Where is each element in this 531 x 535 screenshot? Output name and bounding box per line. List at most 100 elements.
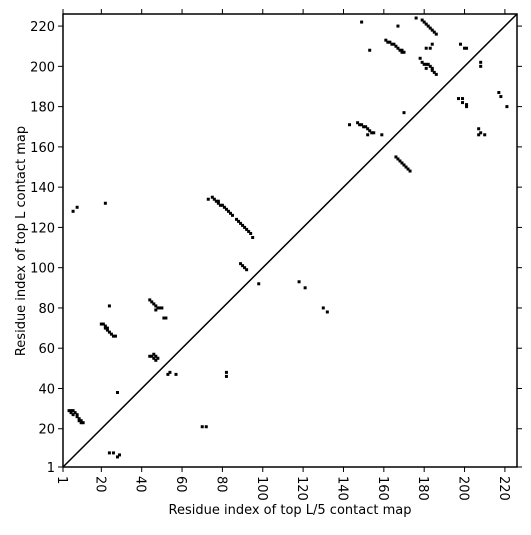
contact-point [235,217,239,221]
y-tick-label: 180 [30,101,55,116]
contact-point [396,24,400,28]
contact-point [424,46,428,50]
contact-point [426,62,430,66]
contact-point [69,411,73,415]
contact-point [73,411,77,415]
contact-point [243,266,247,270]
contact-point [400,161,404,165]
contact-point [370,131,374,135]
contact-point [396,157,400,161]
contact-point [111,451,115,455]
contact-point [115,455,119,459]
contact-point [81,421,85,425]
x-tick-label: 200 [456,476,471,501]
contact-point [364,125,368,129]
contact-point [206,197,210,201]
contact-point [368,129,372,133]
contact-point [297,280,301,284]
x-tick-label: 60 [173,476,188,493]
x-tick-label: 40 [133,476,148,493]
contact-point [162,316,166,320]
contact-point [461,101,465,105]
contact-point [479,131,483,135]
contact-point [69,409,73,413]
contact-point [75,415,79,419]
contact-point [380,133,384,137]
contact-point [402,111,406,115]
contact-point [366,133,370,137]
contact-point [79,419,83,423]
contact-point [424,66,428,70]
contact-point [406,167,410,171]
contact-point [103,324,107,328]
contact-point [321,306,325,310]
contact-point [348,123,352,127]
contact-point [150,300,154,304]
contact-point [220,203,224,207]
y-tick-label: 160 [30,141,55,156]
x-tick-label: 120 [294,476,309,501]
contact-point [154,354,158,358]
contact-point [422,62,426,66]
contact-point [150,354,154,358]
contact-point [75,205,79,209]
contact-point [222,205,226,209]
contact-point [154,304,158,308]
contact-point [356,121,360,125]
y-tick-label: 100 [30,262,55,277]
y-tick-label: 220 [30,20,55,35]
contact-point [249,231,253,235]
contact-point [107,330,111,334]
contact-point [418,56,422,60]
x-tick-label: 220 [496,476,511,501]
contact-point [432,30,436,34]
contact-point [156,306,160,310]
contact-point [158,306,162,310]
x-tick-label: 1 [54,476,69,484]
contact-point [325,310,329,314]
contact-point [422,20,426,24]
x-tick-label: 140 [334,476,349,501]
contact-point [477,133,481,137]
contact-point [362,125,366,129]
contact-point [424,22,428,26]
contact-point [386,40,390,44]
contact-point [77,419,81,423]
contact-point [483,133,487,137]
contact-point [241,264,245,268]
contact-point [497,91,501,95]
contact-point [432,70,436,74]
contact-point [168,370,172,374]
contact-point [426,24,430,28]
y-tick-label: 200 [30,60,55,75]
contact-point [230,213,234,217]
contact-point [303,286,307,290]
plot-frame [62,13,518,468]
contact-point [103,326,107,330]
contact-point [434,32,438,36]
contact-point [75,413,79,417]
contact-point [212,197,216,201]
contact-point [148,298,152,302]
contact-point [465,103,469,107]
contact-point [477,127,481,131]
contact-point [456,97,460,101]
contact-point [428,64,432,68]
contact-point [113,334,117,338]
contact-point [499,95,503,99]
contact-point [372,131,376,135]
contact-point [156,356,160,360]
contact-point [400,50,404,54]
contact-point [152,352,156,356]
y-axis-label: Residue index of top L contact map [14,126,29,356]
contact-point [107,451,111,455]
contact-point [465,46,469,50]
contact-point [388,40,392,44]
contact-point [115,391,119,395]
contact-point [71,413,75,417]
contact-point [243,225,247,229]
contact-point [105,326,109,330]
contact-point [384,38,388,42]
contact-point [360,123,364,127]
contact-point [358,123,362,127]
